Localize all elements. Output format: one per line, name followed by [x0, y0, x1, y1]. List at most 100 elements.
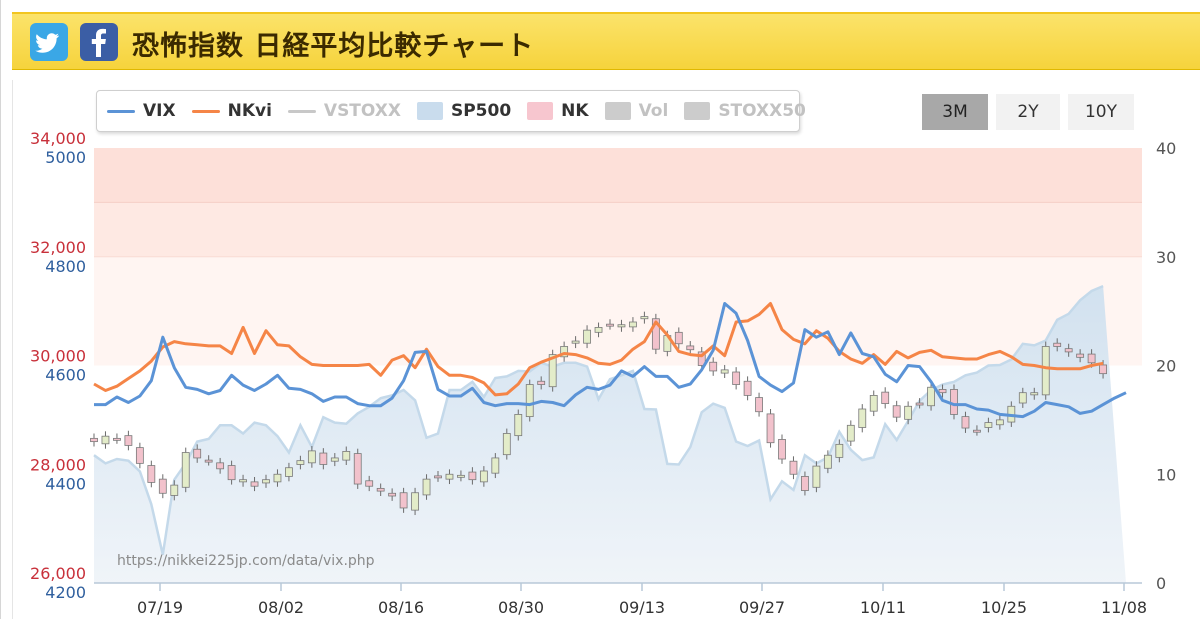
nk-candle: [181, 452, 190, 488]
nk-candle: [491, 457, 500, 474]
source-url: https://nikkei225jp.com/data/vix.php: [117, 553, 375, 569]
legend-label: STOXX50: [718, 101, 806, 121]
nk-candle: [1018, 392, 1027, 404]
band-35-40: [94, 148, 1142, 203]
nk-candle: [262, 479, 270, 484]
range-2y-button[interactable]: 2Y: [996, 94, 1060, 130]
nk-candle: [537, 380, 546, 385]
nk-candle: [445, 473, 454, 480]
nk-candle: [434, 475, 442, 479]
nk-candle: [1076, 353, 1085, 358]
nk-candle: [319, 452, 328, 465]
nk-candle: [560, 346, 569, 358]
nk-candle: [399, 492, 408, 509]
nk-candle: [938, 389, 947, 394]
x-axis-tick: 09/27: [739, 598, 785, 617]
nk-candle: [823, 454, 832, 469]
facebook-icon[interactable]: [80, 23, 118, 61]
nk-candle: [468, 471, 477, 481]
x-axis-tick: 08/02: [258, 598, 304, 617]
nk-candle: [90, 437, 98, 443]
sp-axis-tick: 4200: [45, 583, 86, 602]
band-20-30: [94, 256, 1142, 366]
nk-candle: [720, 369, 729, 374]
nk-candle: [995, 419, 1004, 426]
vix-line: [94, 302, 1127, 419]
nk-candle: [892, 405, 901, 418]
nk-candle: [743, 380, 752, 396]
nk-candle: [961, 416, 970, 429]
x-axis-tick: 10/25: [981, 598, 1027, 617]
nk-candle: [606, 323, 614, 327]
legend-swatch: [287, 109, 316, 113]
legend-item-vix[interactable]: VIX: [107, 101, 176, 121]
legend-item-vol[interactable]: Vol: [604, 101, 669, 121]
right-axis-tick: 20: [1156, 357, 1176, 376]
twitter-icon[interactable]: [30, 23, 68, 61]
legend-label: VIX: [143, 101, 176, 121]
right-axis-tick: 30: [1156, 248, 1176, 267]
nk-candle: [732, 371, 741, 385]
nk-candle: [686, 345, 695, 351]
nk-candle: [789, 460, 798, 475]
nk-axis-tick: 30,000: [30, 347, 86, 366]
nk-candle: [170, 484, 179, 496]
sp500-fill: [94, 286, 1126, 583]
chart-axes: 34,000 32,000 30,000 28,000 26,000 5000 4800 46…: [30, 129, 1176, 617]
nk-candle: [1030, 392, 1039, 396]
right-axis-tick: 10: [1156, 465, 1176, 484]
nk-candle: [778, 439, 786, 460]
nk-candle: [640, 316, 649, 320]
legend-label: VSTOXX: [323, 101, 401, 121]
nk-candle: [457, 474, 465, 478]
nk-candle: [307, 450, 316, 464]
legend-item-nk[interactable]: NK: [527, 101, 589, 121]
nk-candle: [113, 437, 121, 441]
band-30-35: [94, 202, 1142, 257]
nk-candle: [342, 451, 351, 461]
nk-candle: [193, 448, 202, 459]
chart-legend: VIX NKvi VSTOXX SP500 NK Vol STOXX50: [96, 90, 806, 132]
nk-candle: [812, 465, 821, 488]
nk-candle: [548, 354, 557, 388]
nk-candle: [869, 395, 878, 412]
nk-candle: [514, 414, 523, 437]
nk-candle: [101, 435, 110, 445]
legend-item-nkvi[interactable]: NKvi: [191, 101, 272, 121]
legend-label: Vol: [638, 101, 669, 121]
range-3m-button[interactable]: 3M: [922, 94, 988, 130]
legend-label: SP500: [450, 101, 512, 121]
right-axis-tick: 0: [1156, 574, 1166, 593]
legend-item-sp500[interactable]: SP500: [416, 101, 512, 121]
nk-candle: [124, 435, 133, 446]
range-10y-button[interactable]: 10Y: [1068, 94, 1134, 130]
legend-label: NK: [561, 101, 589, 121]
nk-candle: [388, 492, 397, 497]
nk-candle: [376, 487, 385, 492]
nk-axis-tick: 28,000: [30, 455, 86, 474]
nk-candle: [927, 386, 935, 407]
legend-item-vstoxx[interactable]: VSTOXX: [287, 101, 401, 121]
nk-candle: [411, 492, 419, 511]
legend-swatch: [191, 109, 220, 113]
nk-candle: [1099, 364, 1107, 375]
nk-candle: [594, 327, 603, 333]
nk-candle: [273, 473, 282, 483]
nk-candle: [651, 318, 660, 350]
nk-candle: [422, 478, 431, 496]
sp-axis-tick: 5000: [45, 148, 86, 167]
sp-axis-tick: 4400: [45, 474, 86, 493]
index-lines: [93, 302, 1127, 419]
nk-candle: [502, 433, 511, 456]
right-axis-tick: 40: [1156, 139, 1176, 158]
nkvi-line: [93, 302, 1104, 397]
nk-candle: [135, 447, 144, 464]
nk-candle: [1053, 342, 1062, 347]
nk-candle: [1087, 353, 1096, 364]
nk-candle: [158, 478, 167, 494]
x-axis-tick: 11/08: [1101, 598, 1147, 617]
legend-item-stoxx50[interactable]: STOXX50: [684, 101, 806, 121]
nk-axis-tick: 34,000: [30, 129, 86, 148]
legend-swatch: [107, 109, 135, 113]
